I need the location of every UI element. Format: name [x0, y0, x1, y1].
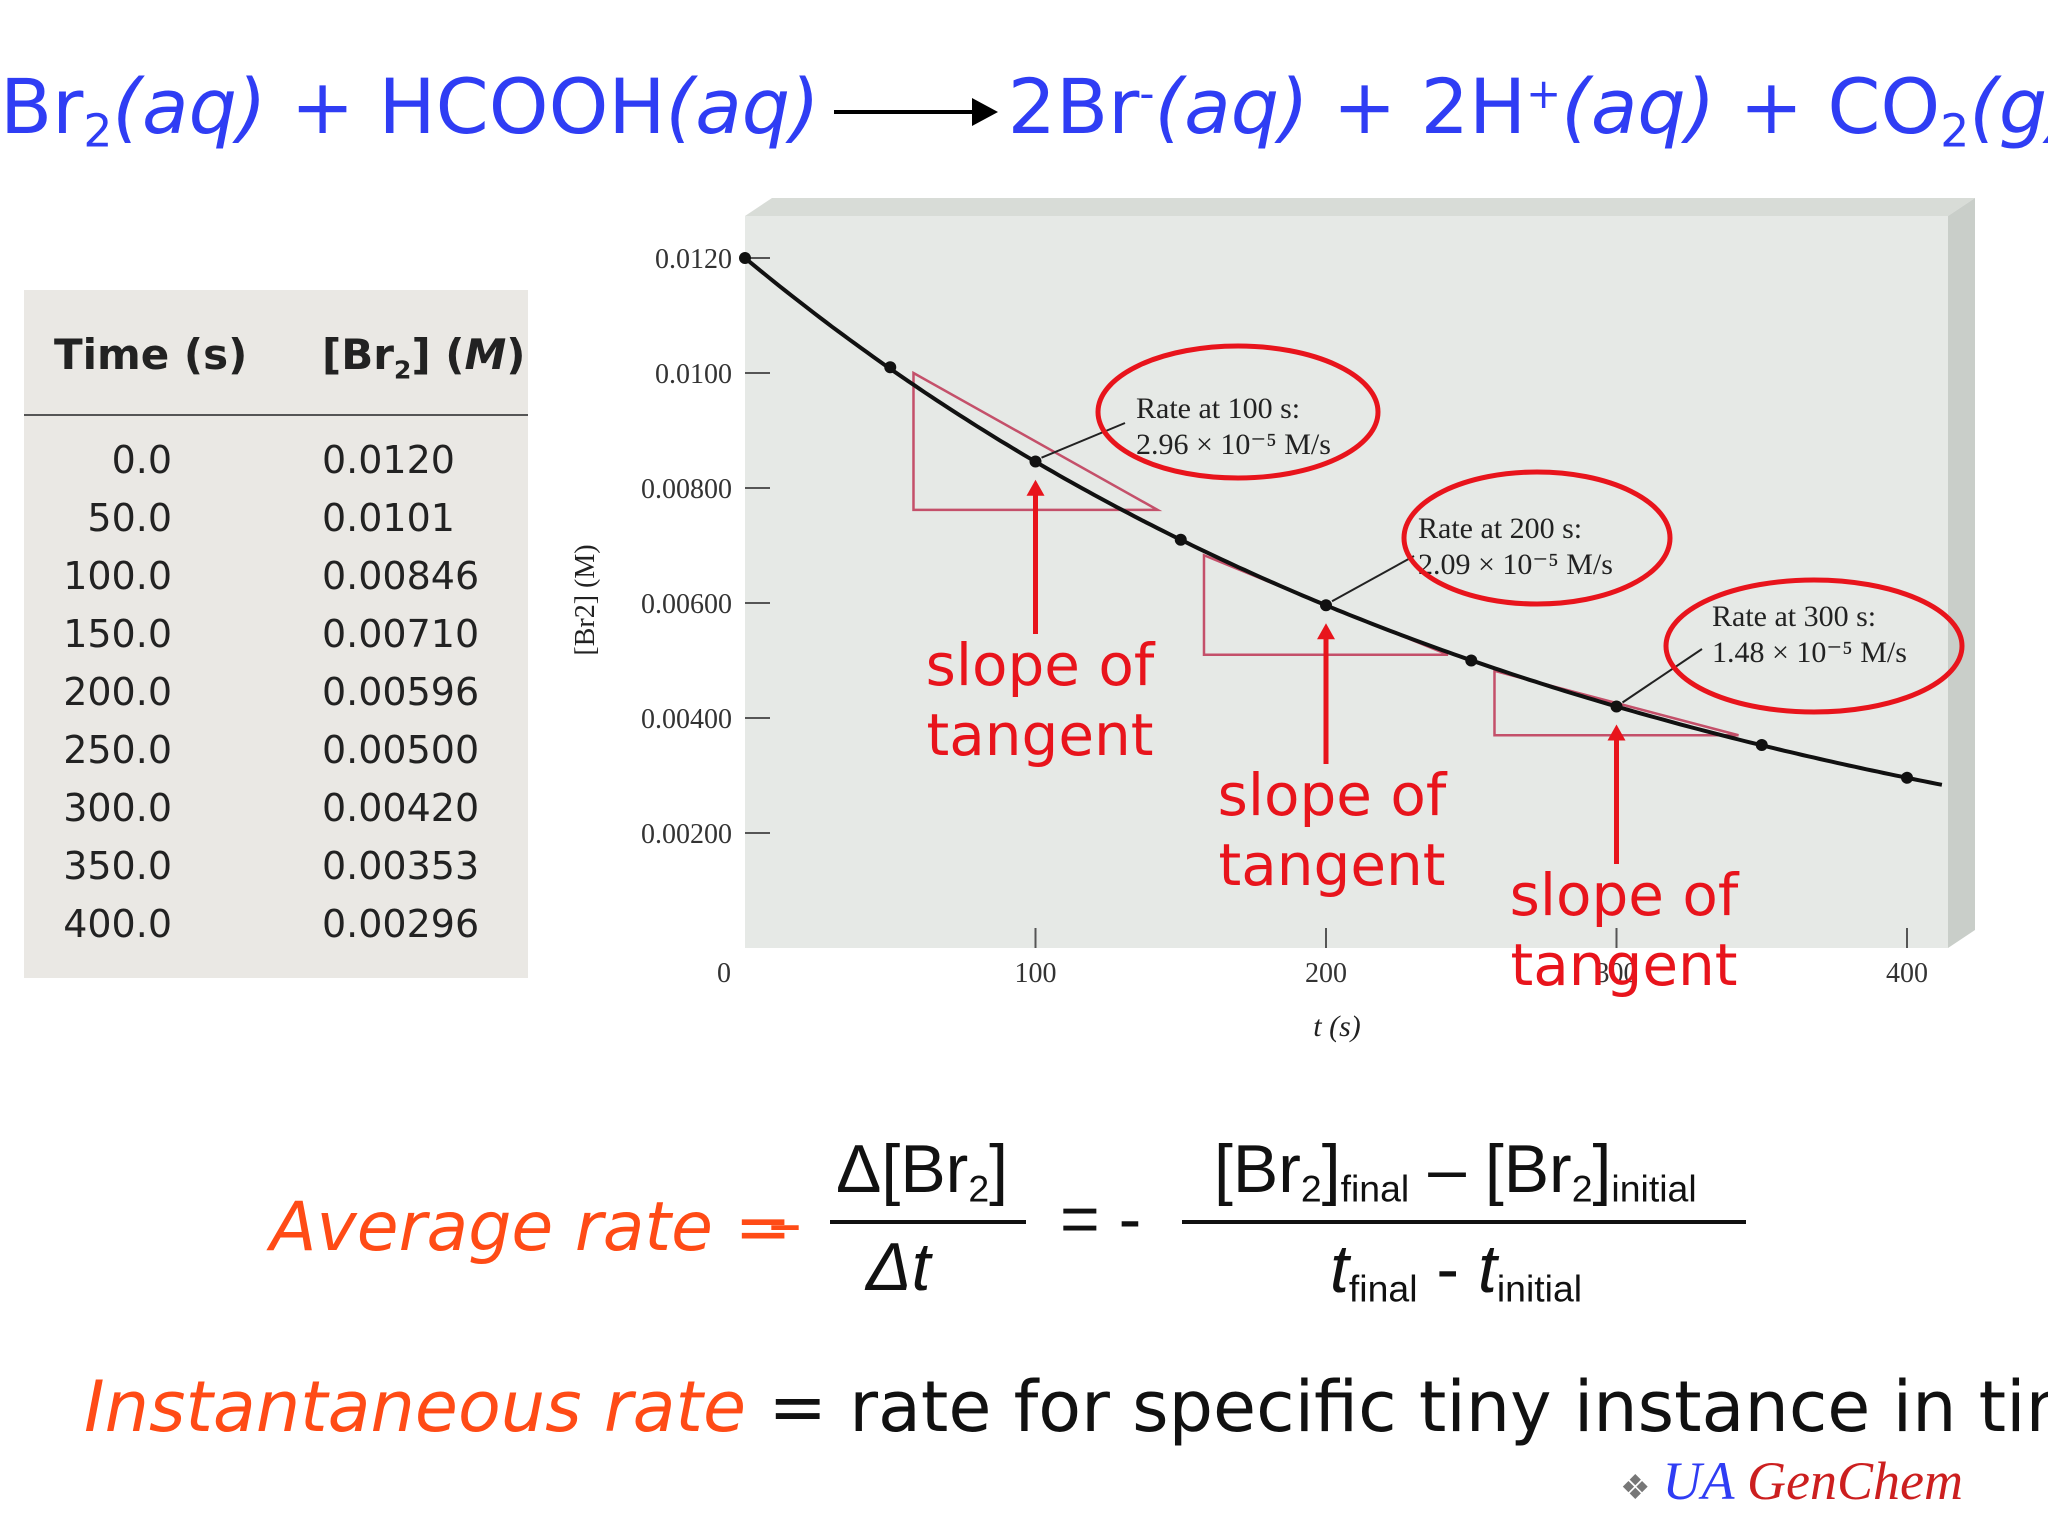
data-point [1174, 533, 1187, 546]
slope-label-200: slope of tangent [1217, 761, 1447, 899]
fraction-bar-1 [830, 1220, 1026, 1224]
cell-time: 200.0 [63, 670, 172, 714]
instantaneous-rate-definition: Instantaneous rate = rate for specific t… [84, 1366, 2048, 1448]
data-point [1320, 599, 1332, 612]
delta-numerator: Δ[Br2] [836, 1131, 1009, 1210]
cell-time: 250.0 [63, 728, 172, 772]
panel-depth-right [1948, 198, 1975, 948]
reaction-arrow-icon [833, 98, 998, 126]
cell-concentration: 0.0120 [322, 438, 455, 482]
chart-points [739, 252, 1913, 784]
x-tick-label: 400 [1886, 958, 1928, 989]
x-tick-label: 100 [1015, 958, 1057, 989]
cell-concentration: 0.00710 [322, 612, 480, 656]
series-line [743, 256, 1943, 787]
y-tick-label: 0.00800 [641, 474, 732, 505]
annotation-rate-value: 1.48 × 10⁻⁵ M/s [1712, 636, 1907, 669]
annotation-rate-value: 2.09 × 10⁻⁵ M/s [1418, 548, 1613, 581]
table-header-divider [24, 414, 528, 416]
cell-concentration: 0.00500 [322, 728, 480, 772]
plot-area [745, 216, 1948, 948]
slope-arrow-head-icon [1026, 479, 1045, 496]
chart-panel [745, 198, 1975, 948]
reaction-equation: Br2(aq) + HCOOH(aq) 2Br-(aq) + 2H+(aq) + … [0, 62, 2048, 158]
cell-time: 150.0 [63, 612, 172, 656]
fraction-bar-2 [1182, 1220, 1746, 1224]
slope-arrow-head-icon [1607, 724, 1626, 741]
y-tick-label: 0.00200 [641, 819, 732, 850]
annotation-circle [1095, 343, 1381, 481]
chart-ticks: 0.00200 0.00400 0.00600 0.00800 0.0100 0.0120… [641, 244, 1928, 989]
rate-annotations: Rate at 100 s:2.96 × 10⁻⁵ M/s Rate at 200… [1041, 343, 1965, 715]
table-row: 150.0 0.00710 [24, 612, 528, 670]
y-tick-label: 0.0120 [655, 244, 732, 275]
y-tick-label: 0.00600 [641, 589, 732, 620]
data-point [739, 252, 751, 264]
annotation-circle [1663, 577, 1965, 715]
x-axis-label: t (s) [1313, 1010, 1361, 1043]
average-rate-formula: Average rate = – Δ[Br2] Δt = - [Br2]fina… [0, 1120, 2048, 1340]
cell-time: 300.0 [63, 786, 172, 830]
table-row: 200.0 0.00596 [24, 670, 528, 728]
ua-logo-icon: ❖ [1620, 1470, 1651, 1507]
cell-time: 50.0 [87, 496, 172, 540]
cell-concentration: 0.0101 [322, 496, 455, 540]
annotation-rate-value: 2.96 × 10⁻⁵ M/s [1136, 428, 1331, 461]
data-point [884, 361, 897, 374]
annotation-rate-title: Rate at 200 s: [1418, 512, 1582, 545]
table-row: 50.0 0.0101 [24, 496, 528, 554]
table-row: 100.0 0.00846 [24, 554, 528, 612]
cell-concentration: 0.00296 [322, 902, 480, 946]
table-header-time: Time (s) [54, 330, 248, 379]
annotation-leader [1621, 648, 1703, 704]
delta-denominator: Δt [866, 1229, 931, 1305]
annotation-rate-title: Rate at 100 s: [1136, 392, 1300, 425]
data-point [1901, 771, 1913, 784]
cell-concentration: 0.00596 [322, 670, 480, 714]
cell-concentration: 0.00353 [322, 844, 480, 888]
table-row: 250.0 0.00500 [24, 728, 528, 786]
x-tick-label: 200 [1305, 958, 1347, 989]
annotation-rate-title: Rate at 300 s: [1712, 600, 1876, 633]
x-tick-label: 0 [717, 958, 731, 989]
table-row: 300.0 0.00420 [24, 786, 528, 844]
slope-label-300: slope of tangent [1509, 861, 1739, 999]
formula-minus: – [768, 1184, 802, 1263]
table-row: 350.0 0.00353 [24, 844, 528, 902]
y-tick-label: 0.00400 [641, 704, 732, 735]
table-row: 0.0 0.0120 [24, 438, 528, 496]
x-tick-label: 300 [1596, 958, 1638, 989]
slope-arrows [1026, 479, 1626, 864]
panel-depth-top [745, 198, 1975, 216]
slope-label-100: slope of tangent [925, 631, 1155, 769]
average-rate-label: Average rate = [270, 1188, 792, 1267]
slope-arrow-head-icon [1317, 623, 1335, 640]
annotation-circle [1401, 469, 1673, 607]
annotation-leader [1331, 555, 1415, 603]
data-point [1465, 654, 1478, 667]
equals-minus: = - [1060, 1181, 1142, 1257]
annotation-leader [1041, 422, 1126, 459]
credit-ua-genchem: ❖ UA GenChem [1620, 1451, 1963, 1511]
cell-time: 350.0 [63, 844, 172, 888]
time-difference: tfinal - tinitial [1330, 1231, 1583, 1310]
table-row: 400.0 0.00296 [24, 902, 528, 960]
data-point [1029, 455, 1042, 468]
cell-time: 0.0 [111, 438, 172, 482]
br2-concentration-chart: 0.00200 0.00400 0.00600 0.00800 0.0100 0.0120… [570, 198, 1975, 1043]
chart-curve [743, 256, 1943, 787]
cell-concentration: 0.00846 [322, 554, 480, 598]
cell-concentration: 0.00420 [322, 786, 480, 830]
conc-difference: [Br2]final – [Br2]initial [1214, 1131, 1697, 1210]
data-point [1755, 739, 1768, 752]
y-axis-label: [Br2] (M) [570, 544, 601, 655]
cell-time: 100.0 [63, 554, 172, 598]
table-header-conc: [Br2] (M) [322, 330, 526, 385]
y-tick-label: 0.0100 [655, 359, 732, 390]
data-table: Time (s) [Br2] (M) 0.0 0.0120 50.0 0.0101 10… [24, 290, 528, 978]
cell-time: 400.0 [63, 902, 172, 946]
data-point [1610, 700, 1623, 713]
